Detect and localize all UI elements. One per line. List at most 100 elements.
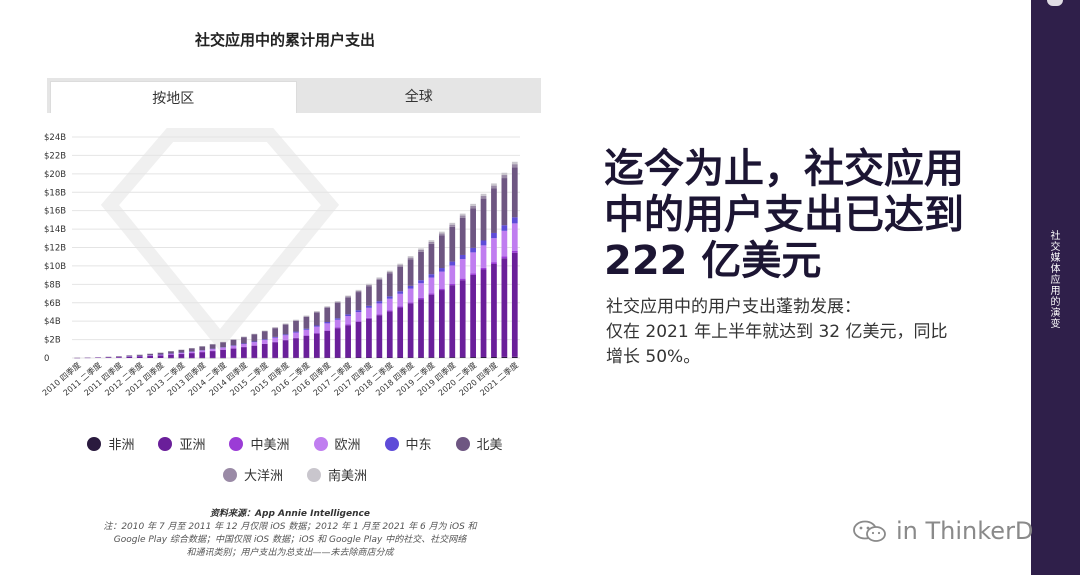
bar-segment-6: [418, 249, 424, 252]
tab-by-region[interactable]: 按地区: [50, 81, 297, 113]
bar-segment-3: [272, 337, 279, 342]
bar-segment-4: [501, 225, 508, 231]
bar-segment-0: [397, 357, 404, 358]
bar-segment-4: [345, 314, 351, 317]
bar-segment-3: [168, 353, 174, 355]
legend-item[interactable]: 北美: [453, 434, 506, 453]
background-diamond-shape: [100, 128, 340, 352]
bar-segment-6: [428, 241, 435, 244]
bar-segment-7: [324, 306, 331, 307]
bar-segment-6: [449, 224, 456, 227]
y-tick-label: $20B: [44, 170, 66, 180]
y-tick-label: $14B: [44, 225, 66, 235]
bar-segment-1: [491, 263, 497, 357]
bar-segment-1: [501, 258, 508, 357]
bar-segment-5: [355, 292, 362, 311]
y-tick-label: $4B: [44, 317, 61, 327]
legend-item[interactable]: 中东: [382, 434, 435, 453]
bar-segment-2: [386, 310, 393, 312]
source-note: 资料来源：App Annie Intelligence 注：2010 年 7 月…: [100, 508, 480, 560]
headline-line: 中的用户支出已达到: [604, 192, 964, 238]
bar-segment-5: [147, 353, 154, 356]
subtext-line: 增长 50%。: [606, 347, 701, 367]
bar-segment-7: [480, 193, 487, 196]
bar-segment-1: [126, 356, 133, 358]
bar-segment-6: [501, 175, 508, 179]
bar-segment-2: [366, 317, 372, 319]
bar-segment-4: [303, 328, 310, 330]
region-tabs: 按地区 全球: [47, 78, 541, 113]
bar-segment-5: [293, 320, 299, 332]
legend-item[interactable]: 非洲: [84, 434, 137, 453]
bar-segment-6: [491, 185, 497, 189]
bar-segment-1: [147, 355, 154, 358]
headline-line: 迄今为止，社交应用: [604, 146, 964, 192]
legend-item[interactable]: 亚洲: [155, 434, 208, 453]
bar-segment-3: [324, 323, 331, 331]
bar-segment-6: [345, 296, 351, 298]
legend-swatch: [455, 436, 470, 451]
bar-segment-3: [376, 303, 383, 315]
legend-item[interactable]: 欧洲: [311, 434, 364, 453]
bar-segment-5: [261, 331, 268, 340]
bar-segment-1: [188, 353, 195, 358]
bar-segment-5: [324, 307, 331, 322]
bar-segment-1: [407, 303, 414, 358]
bar-segment-5: [126, 355, 133, 357]
bar-segment-2: [376, 314, 383, 316]
bar-segment-1: [116, 357, 122, 358]
bar-segment-3: [386, 298, 393, 311]
subtext-line: 社交应用中的用户支出蓬勃发展：: [606, 297, 861, 317]
bar-segment-6: [303, 316, 310, 317]
bar-segment-7: [459, 213, 466, 216]
bar-segment-7: [418, 248, 424, 250]
bar-segment-2: [397, 306, 404, 308]
bar-segment-2: [470, 273, 476, 275]
bar-segment-0: [501, 356, 508, 358]
bar-segment-1: [241, 347, 247, 358]
y-tick-label: $8B: [44, 280, 61, 290]
y-tick-label: $10B: [44, 262, 66, 272]
bar-segment-3: [313, 326, 320, 334]
bar-segment-0: [459, 357, 466, 358]
sidebar-marker: [1047, 0, 1063, 6]
legend-item[interactable]: 南美洲: [304, 465, 370, 484]
source-note-line: 注：2010 年 7 月至 2011 年 12 月仅限 iOS 数据；2012 …: [103, 522, 477, 532]
bar-segment-1: [168, 354, 174, 358]
bar-segment-6: [397, 265, 404, 267]
bar-segment-3: [397, 293, 404, 307]
bar-segment-4: [355, 310, 362, 313]
bar-segment-4: [480, 240, 487, 246]
legend-item[interactable]: 大洋洲: [220, 465, 286, 484]
bar-segment-1: [345, 325, 351, 358]
bar-segment-4: [251, 341, 258, 343]
legend-item[interactable]: 中美洲: [226, 434, 292, 453]
bar-segment-3: [188, 351, 195, 354]
bar-segment-7: [293, 319, 299, 321]
bar-segment-4: [418, 280, 424, 284]
bar-segment-3: [355, 312, 362, 322]
bar-segment-2: [480, 267, 487, 270]
bar-segment-5: [470, 208, 476, 248]
y-tick-label: $18B: [44, 188, 66, 198]
bar-segment-7: [313, 311, 320, 312]
bar-segment-0: [407, 357, 414, 358]
legend-label: 北美: [476, 438, 503, 453]
bar-segment-1: [397, 307, 404, 358]
bar-segment-5: [438, 235, 445, 269]
bar-segment-1: [386, 311, 393, 358]
bar-segment-1: [376, 315, 383, 358]
bar-segment-7: [511, 161, 518, 165]
legend-swatch: [384, 436, 399, 451]
bar-segment-6: [480, 195, 487, 199]
bar-segment-1: [511, 252, 518, 357]
legend-swatch: [222, 467, 237, 482]
chart-title: 社交应用中的累计用户支出: [194, 31, 375, 49]
bar-segment-3: [220, 347, 226, 350]
stacked-bar-chart: 0 $2B $4B $6B $8B $10B $12B $14B $16B $18B $20B $22…: [40, 128, 520, 398]
y-tick-label: $2B: [44, 336, 61, 346]
bar-segment-4: [241, 343, 247, 345]
bar-segment-5: [428, 243, 435, 275]
bar-segment-2: [491, 262, 497, 264]
tab-global[interactable]: 全球: [404, 88, 433, 105]
